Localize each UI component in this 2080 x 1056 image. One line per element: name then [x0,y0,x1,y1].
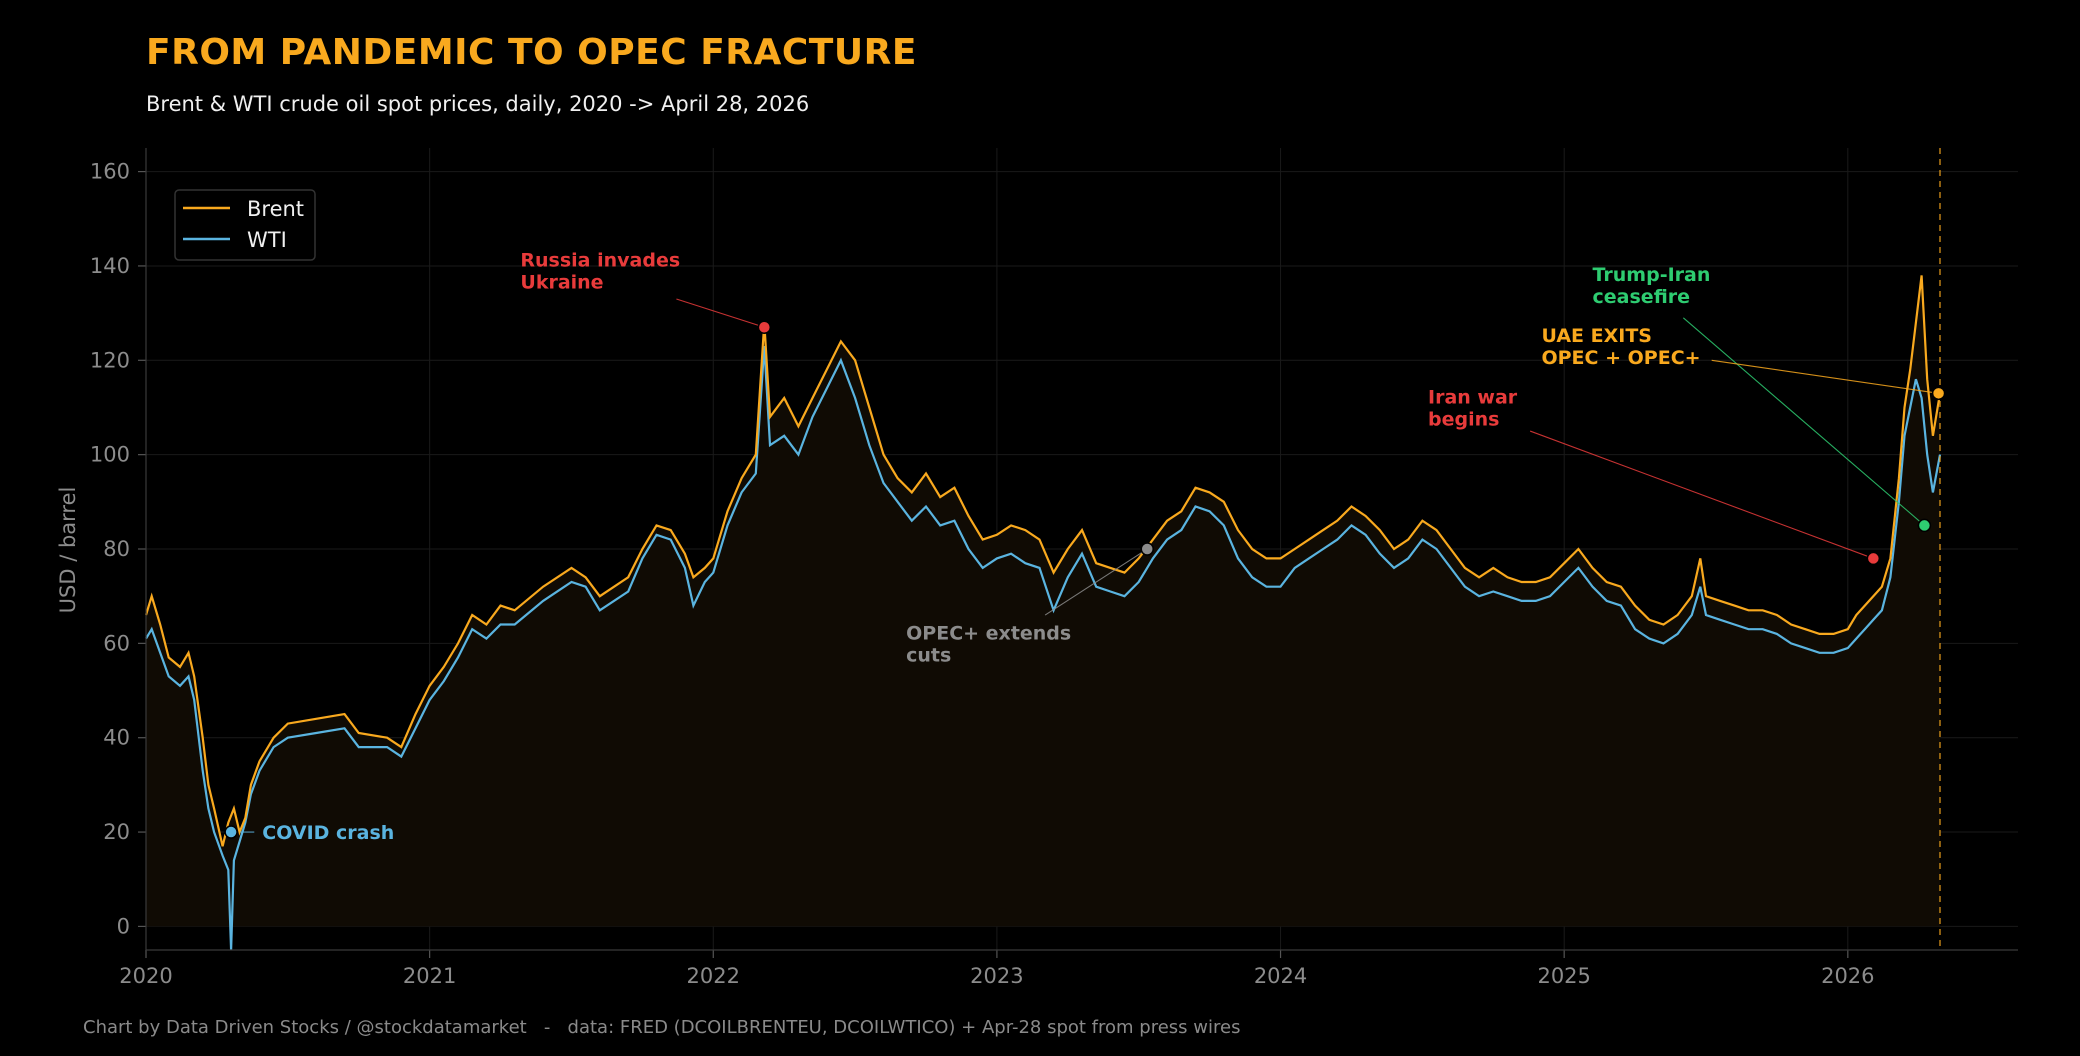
uae-marker [1931,386,1946,401]
ceasefire-leader [1682,317,1925,526]
opec-marker [1140,542,1154,556]
x-tick-label: 2025 [1537,964,1590,988]
x-tick-label: 2023 [970,964,1023,988]
y-tick-label: 100 [90,443,130,467]
russia-marker [757,320,772,335]
x-tick-label: 2024 [1254,964,1307,988]
annotations: COVID crash Russia invades Ukraine OPEC+ ex… [224,250,1946,844]
covid-marker [224,825,238,839]
iran-leader [1529,430,1874,559]
ceasefire-label: Trump-Iran ceasefire [1593,264,1711,308]
iran-marker [1866,551,1881,566]
opec-leader [1044,548,1148,616]
ceasefire-marker [1917,518,1932,533]
legend-brent-label: Brent [247,197,304,221]
footer-credit: Chart by Data Driven Stocks / @stockdata… [83,1017,1241,1038]
russia-label: Russia invades Ukraine [520,250,680,294]
chart-title: FROM PANDEMIC TO OPEC FRACTURE [146,32,917,73]
y-tick-label: 120 [90,348,130,372]
legend-wti-label: WTI [247,228,287,252]
uae-label: UAE EXITS OPEC + OPEC+ [1541,325,1700,369]
y-tick-label: 0 [117,914,130,938]
brent-line [144,275,1942,847]
y-tick-label: 40 [103,726,130,750]
iran-label: Iran war begins [1428,386,1518,430]
legend: Brent WTI [174,189,316,261]
axes: 0 20 40 60 80 100 120 140 160 2020 2021 2022 2023 202… [90,148,2018,988]
wti-line [145,346,1942,951]
russia-leader [676,298,765,328]
y-tick-label: 80 [103,537,130,561]
y-axis-label: USD / barrel [56,487,80,614]
x-tick-label: 2026 [1821,964,1874,988]
y-tick-label: 160 [90,160,130,184]
covid-label: COVID crash [262,822,394,844]
x-tick-label: 2021 [403,964,456,988]
y-tick-label: 140 [90,254,130,278]
chart-subtitle: Brent & WTI crude oil spot prices, daily… [146,92,810,116]
x-tick-label: 2020 [119,964,172,988]
uae-leader [1711,359,1939,394]
area-fill [146,275,1940,927]
opec-label: OPEC+ extends cuts [906,622,1071,666]
x-tick-label: 2022 [687,964,740,988]
y-tick-label: 20 [103,820,130,844]
y-tick-label: 60 [103,631,130,655]
